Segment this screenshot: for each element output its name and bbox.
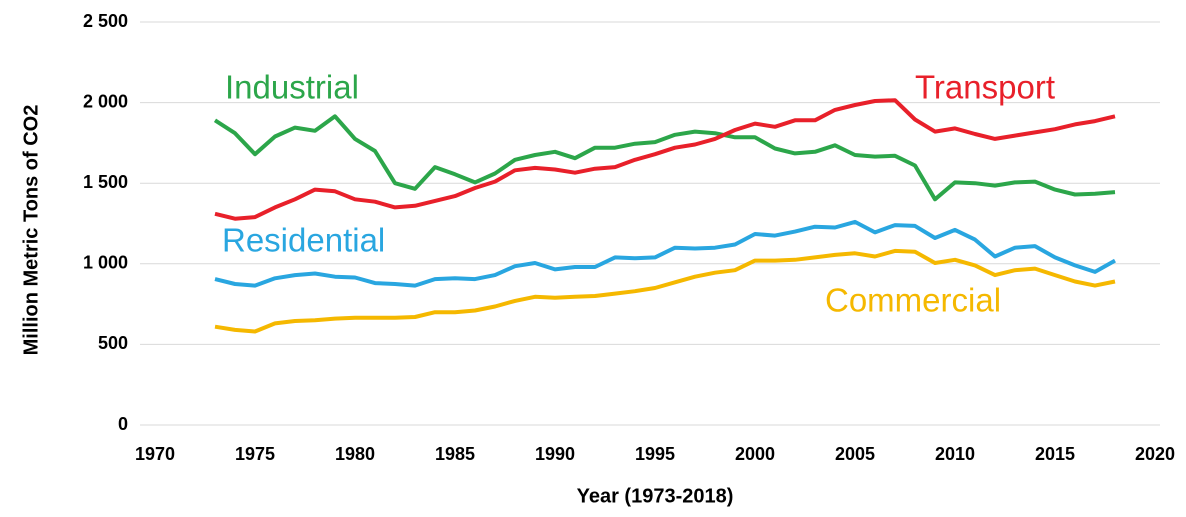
x-tick-label: 2010 (935, 444, 975, 464)
line-series (214, 98, 1116, 221)
y-tick-label: 2 500 (83, 11, 128, 31)
y-tick-label: 500 (98, 333, 128, 353)
x-tick-label: 2005 (835, 444, 875, 464)
x-tick-label: 2000 (735, 444, 775, 464)
x-tick-label: 1980 (335, 444, 375, 464)
line-series (213, 114, 1116, 202)
line-series (214, 219, 1116, 288)
y-tick-label: 1 000 (83, 253, 128, 273)
series-label: Industrial (225, 69, 359, 106)
y-tick-label: 2 000 (83, 91, 128, 111)
x-tick-label: 1970 (135, 444, 175, 464)
x-axis-title: Year (1973-2018) (577, 485, 734, 507)
x-tick-label: 2020 (1135, 444, 1175, 464)
y-tick-label: 0 (118, 414, 128, 434)
x-tick-label: 1975 (235, 444, 275, 464)
series-label: Residential (222, 222, 385, 259)
x-tick-label: 1995 (635, 444, 675, 464)
x-tick-label: 2015 (1035, 444, 1075, 464)
series-label: Transport (915, 69, 1055, 106)
line-series (214, 248, 1116, 334)
series-label: Commercial (825, 282, 1001, 319)
y-tick-label: 1 500 (83, 172, 128, 192)
x-tick-label: 1985 (435, 444, 475, 464)
x-tick-label: 1990 (535, 444, 575, 464)
y-axis-title: Million Metric Tons of CO2 (20, 105, 42, 356)
